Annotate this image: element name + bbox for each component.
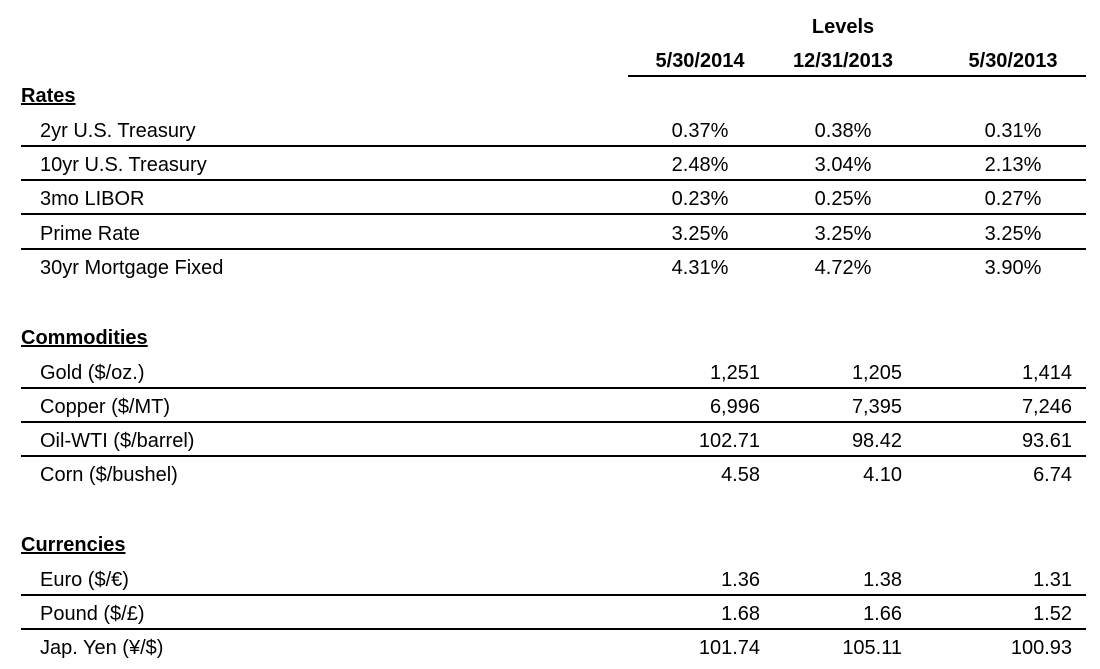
row-value: 0.25% bbox=[814, 188, 872, 210]
row-value: 7,246 bbox=[1021, 396, 1072, 418]
row-value: 100.93 bbox=[1010, 637, 1072, 659]
row-value: 1.36 bbox=[721, 569, 760, 591]
row-divider bbox=[21, 628, 1086, 630]
row-value: 6.74 bbox=[1033, 464, 1072, 486]
row-value: 0.38% bbox=[814, 120, 872, 142]
section-title-commodities: Commodities bbox=[21, 327, 148, 349]
row-label: 3mo LIBOR bbox=[40, 188, 145, 210]
row-value: 0.37% bbox=[671, 120, 729, 142]
row-value: 4.31% bbox=[671, 257, 729, 279]
row-divider bbox=[21, 455, 1086, 457]
row-label: 2yr U.S. Treasury bbox=[40, 120, 196, 142]
row-value: 0.31% bbox=[984, 120, 1042, 142]
row-label: Jap. Yen (¥/$) bbox=[40, 637, 164, 659]
section-title-rates: Rates bbox=[21, 85, 76, 107]
row-value: 1,205 bbox=[851, 362, 902, 384]
row-label: 10yr U.S. Treasury bbox=[40, 154, 207, 176]
row-value: 3.90% bbox=[984, 257, 1042, 279]
row-value: 102.71 bbox=[698, 430, 760, 452]
row-divider bbox=[21, 248, 1086, 250]
row-value: 6,996 bbox=[709, 396, 760, 418]
row-value: 1.68 bbox=[721, 603, 760, 625]
row-value: 2.13% bbox=[984, 154, 1042, 176]
row-label: Euro ($/€) bbox=[40, 569, 129, 591]
row-value: 93.61 bbox=[1021, 430, 1072, 452]
row-value: 3.25% bbox=[671, 223, 729, 245]
column-header-5-30-2013: 5/30/2013 bbox=[968, 50, 1058, 72]
row-value: 101.74 bbox=[698, 637, 760, 659]
row-value: 3.25% bbox=[984, 223, 1042, 245]
row-value: 1.31 bbox=[1033, 569, 1072, 591]
row-label: Oil-WTI ($/barrel) bbox=[40, 430, 195, 452]
header-underline bbox=[628, 75, 1086, 77]
row-value: 0.23% bbox=[671, 188, 729, 210]
row-value: 0.27% bbox=[984, 188, 1042, 210]
row-divider bbox=[21, 179, 1086, 181]
row-value: 1.66 bbox=[863, 603, 902, 625]
row-value: 1,251 bbox=[709, 362, 760, 384]
row-value: 1,414 bbox=[1021, 362, 1072, 384]
row-value: 1.38 bbox=[863, 569, 902, 591]
row-divider bbox=[21, 387, 1086, 389]
row-value: 3.25% bbox=[814, 223, 872, 245]
row-divider bbox=[21, 145, 1086, 147]
row-label: 30yr Mortgage Fixed bbox=[40, 257, 224, 279]
row-value: 1.52 bbox=[1033, 603, 1072, 625]
row-value: 3.04% bbox=[814, 154, 872, 176]
row-value: 4.72% bbox=[814, 257, 872, 279]
row-divider bbox=[21, 213, 1086, 215]
section-title-currencies: Currencies bbox=[21, 534, 126, 556]
row-divider bbox=[21, 421, 1086, 423]
row-value: 4.10 bbox=[863, 464, 902, 486]
row-divider bbox=[21, 594, 1086, 596]
row-value: 7,395 bbox=[851, 396, 902, 418]
row-value: 2.48% bbox=[671, 154, 729, 176]
column-header-12-31-2013: 12/31/2013 bbox=[792, 50, 894, 72]
row-label: Copper ($/MT) bbox=[40, 396, 171, 418]
levels-group-header: Levels bbox=[811, 16, 875, 38]
row-label: Corn ($/bushel) bbox=[40, 464, 178, 486]
row-value: 105.11 bbox=[842, 637, 902, 659]
row-label: Prime Rate bbox=[40, 223, 141, 245]
row-label: Gold ($/oz.) bbox=[40, 362, 145, 384]
row-value: 4.58 bbox=[721, 464, 760, 486]
column-header-5-30-2014: 5/30/2014 bbox=[655, 50, 745, 72]
row-label: Pound ($/£) bbox=[40, 603, 145, 625]
row-value: 98.42 bbox=[851, 430, 902, 452]
